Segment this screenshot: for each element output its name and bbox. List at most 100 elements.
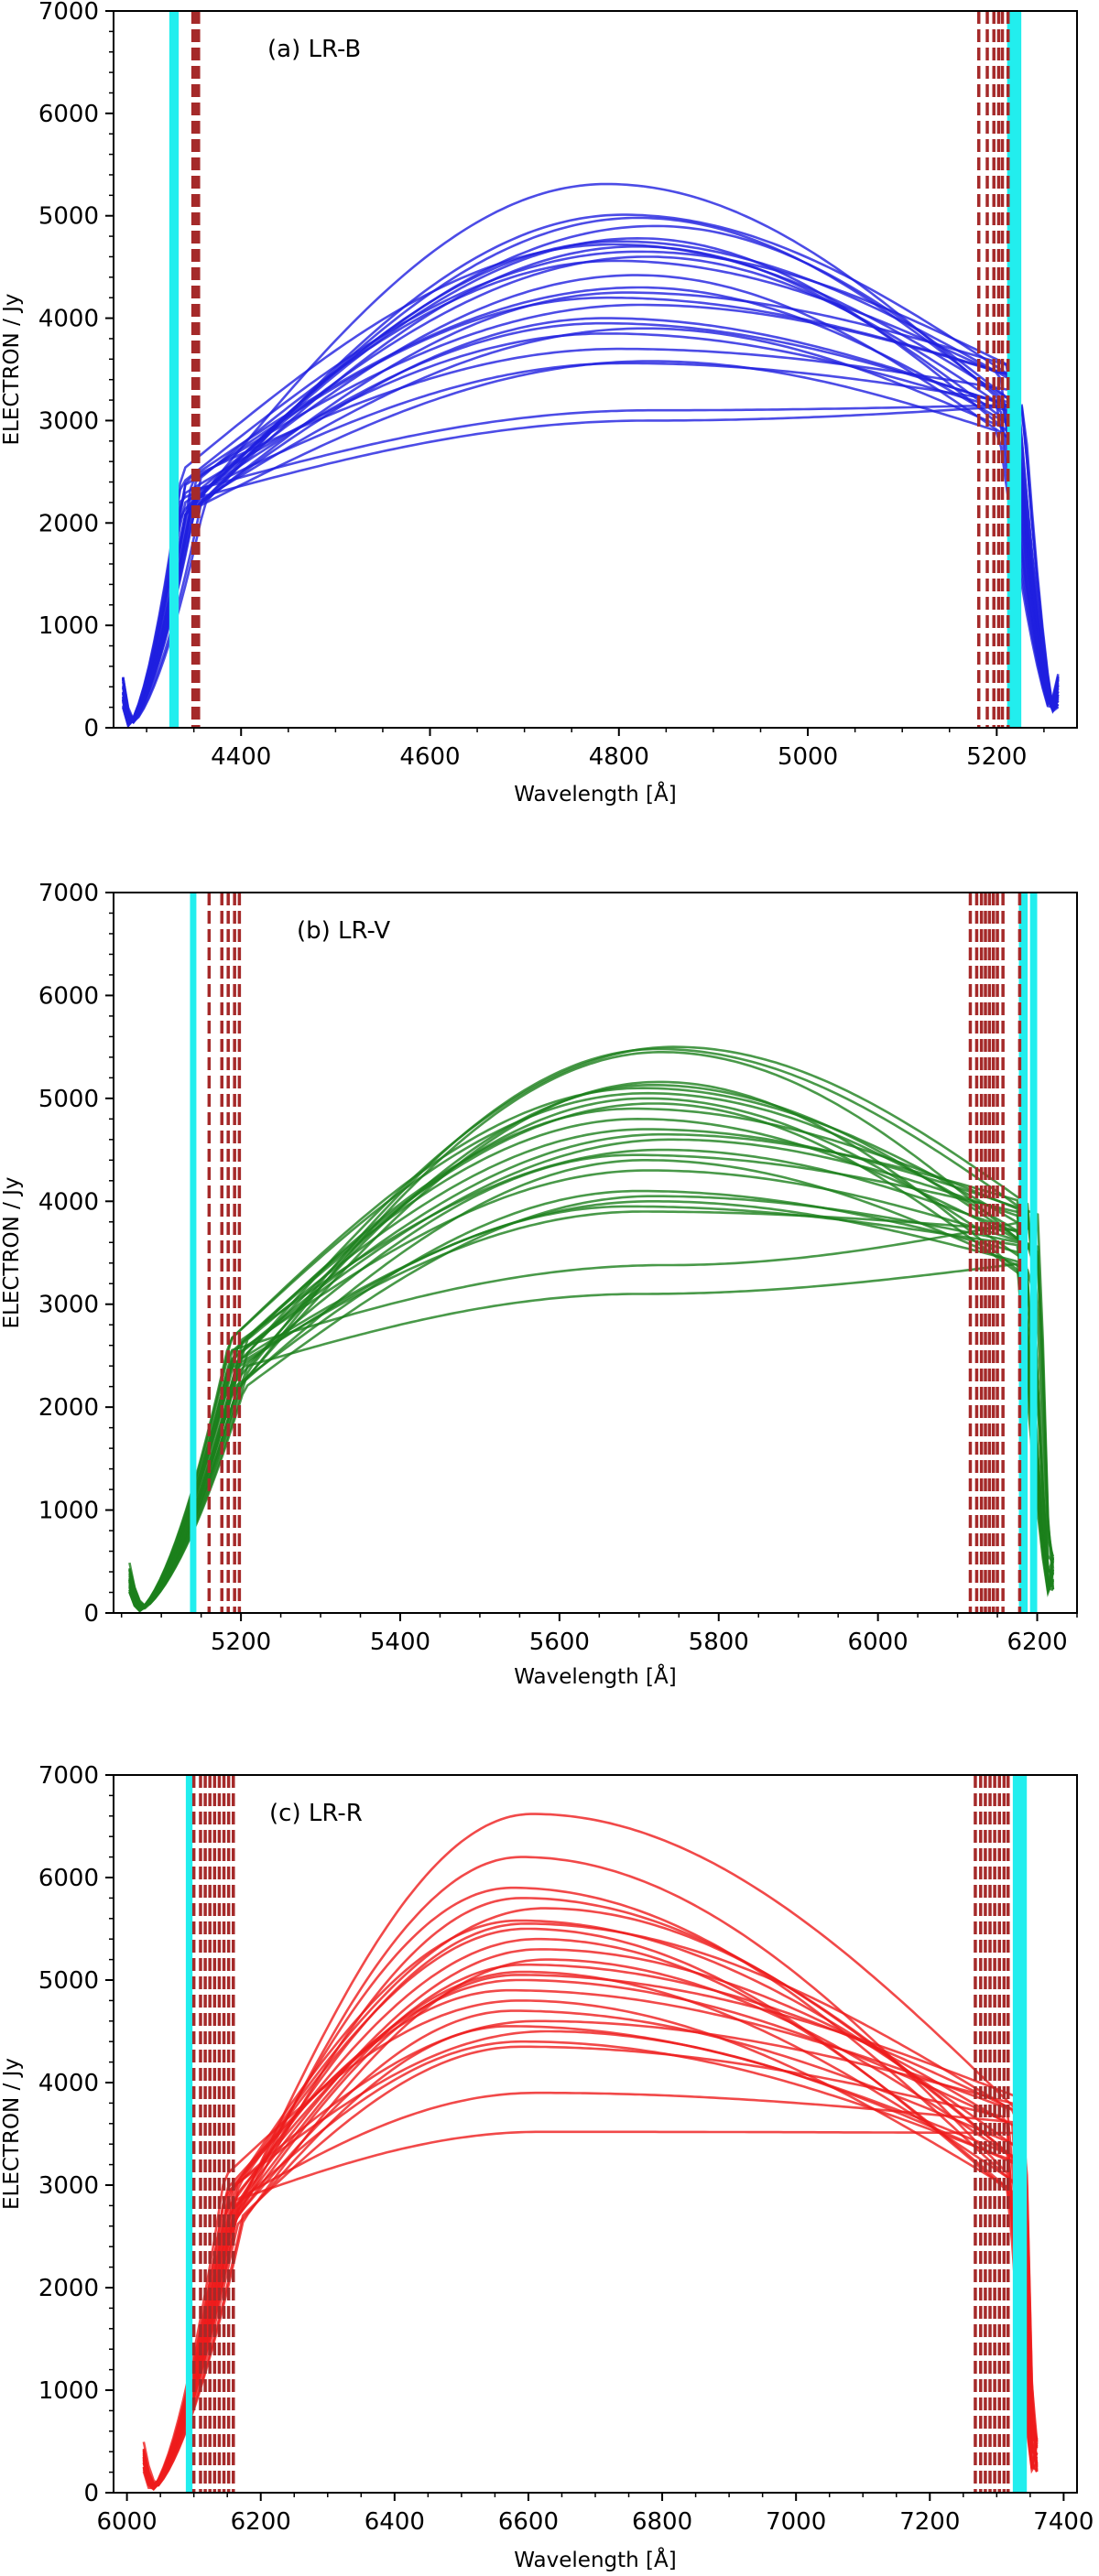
y-tick-label: 4000 — [38, 306, 99, 333]
y-tick-label: 0 — [83, 715, 99, 742]
spectrum-curve — [142, 1948, 1038, 2485]
y-tick-label: 7000 — [38, 0, 99, 26]
y-tick-label: 4000 — [38, 1188, 99, 1216]
x-tick-label: 5600 — [529, 1629, 590, 1656]
axes-frame — [113, 892, 1078, 1614]
axes-frame — [113, 10, 1078, 729]
plot-area — [142, 1775, 1039, 2493]
x-tick-label: 5400 — [370, 1629, 430, 1656]
spectrum-curve — [142, 1970, 1039, 2488]
spectrum-curve — [142, 1922, 1039, 2487]
spectrum-curve — [122, 303, 1060, 725]
y-tick-label: 2000 — [38, 2275, 99, 2302]
y-tick-label: 6000 — [38, 982, 99, 1010]
panel-lr-v: 0 1000 2000 3000 4000 5000 6000 7000 5200 5400 560… — [0, 880, 1078, 1689]
cyan-band — [185, 1775, 193, 2493]
y-tick-label: 6000 — [38, 1865, 99, 1892]
spectrum-curve — [142, 2029, 1039, 2491]
x-tick-label: 6000 — [848, 1629, 909, 1656]
y-tick-label: 4000 — [38, 2070, 99, 2097]
x-tick-label: 6000 — [97, 2508, 158, 2536]
spectrum-curve — [128, 1148, 1055, 1608]
x-tick-label: 5200 — [966, 743, 1027, 771]
spectrum-curve — [128, 1091, 1054, 1612]
spectrum-curve — [122, 360, 1060, 724]
y-tick-label: 2000 — [38, 1394, 99, 1422]
panel-label: (a) LR-B — [267, 36, 361, 63]
y-tick-label: 1000 — [38, 1498, 99, 1525]
y-tick-label: 6000 — [38, 101, 99, 128]
spectrum-curve — [122, 259, 1060, 722]
spectrum-curve — [142, 2019, 1038, 2489]
x-axis-title: Wavelength [Å] — [514, 2547, 676, 2572]
spectrum-curve — [128, 1047, 1054, 1607]
y-tick-label: 1000 — [38, 612, 99, 640]
spectrum-curve — [122, 347, 1060, 723]
spectrum-curve — [128, 1221, 1055, 1607]
spectrum-curve — [142, 1978, 1039, 2489]
plot-area — [122, 11, 1060, 728]
y-axis-title: ELECTRON / Jy — [0, 2058, 24, 2210]
y-tick-label: 3000 — [38, 1292, 99, 1319]
spectrum-curve — [122, 404, 1060, 724]
spectrum-curve — [128, 1045, 1055, 1608]
spectrum-curve — [122, 182, 1060, 724]
y-tick-label: 0 — [83, 1600, 99, 1628]
y-tick-label: 3000 — [38, 2172, 99, 2200]
spectrum-curve — [142, 2025, 1039, 2487]
spectrum-curve — [122, 286, 1060, 722]
spectrum-curve — [128, 1159, 1055, 1609]
cyan-band — [190, 893, 197, 1613]
cyan-band — [1012, 1775, 1028, 2493]
y-tick-label: 3000 — [38, 407, 99, 435]
spectrum-curve — [128, 1195, 1054, 1611]
x-tick-label: 7000 — [766, 2508, 826, 2536]
panel-lr-b: 0 1000 2000 3000 4000 5000 6000 7000 4400 4600 480… — [0, 0, 1078, 806]
y-tick-label: 7000 — [38, 1762, 99, 1790]
panel-label: (c) LR-R — [269, 1800, 363, 1827]
spectrum-curve — [142, 1897, 1039, 2490]
panel-label: (b) LR-V — [297, 917, 390, 945]
x-tick-label: 7200 — [899, 2508, 960, 2536]
spectrum-curve — [128, 1189, 1055, 1609]
spectra-curves — [142, 1813, 1039, 2492]
spectrum-curve — [122, 274, 1060, 725]
x-tick-label: 4400 — [211, 743, 271, 771]
x-tick-label: 4600 — [399, 743, 460, 771]
spectrum-curve — [142, 1963, 1039, 2491]
spectrum-curve — [128, 1117, 1055, 1610]
x-tick-label: 4800 — [589, 743, 649, 771]
x-tick-label: 5200 — [211, 1629, 271, 1656]
spectrum-curve — [122, 296, 1060, 723]
spectrum-curve — [122, 317, 1060, 722]
spectrum-curve — [122, 332, 1060, 728]
y-tick-label: 1000 — [38, 2377, 99, 2405]
spectrum-curve — [142, 2009, 1039, 2492]
spectrum-curve — [122, 362, 1060, 720]
plot-area — [128, 893, 1055, 1613]
spectrum-curve — [128, 1169, 1055, 1612]
y-tick-label: 5000 — [38, 203, 99, 231]
x-tick-label: 5000 — [778, 743, 838, 771]
panel-lr-r: 0 1000 2000 3000 4000 5000 6000 7000 6000 6200 640… — [0, 1762, 1094, 2572]
spectrum-curve — [122, 250, 1060, 724]
cyan-band — [1007, 11, 1022, 728]
cyan-band — [1018, 893, 1028, 1613]
x-tick-label: 6200 — [1007, 1629, 1067, 1656]
x-tick-label: 6800 — [632, 2508, 692, 2536]
cyan-band — [1029, 893, 1038, 1613]
spectrum-curve — [122, 404, 1060, 724]
y-tick-label: 5000 — [38, 1967, 99, 1995]
spectrum-curve — [142, 1813, 1039, 2486]
spectrum-curve — [128, 1087, 1054, 1608]
x-tick-label: 6600 — [498, 2508, 559, 2536]
spectrum-curve — [142, 1974, 1039, 2488]
x-tick-label: 6200 — [231, 2508, 291, 2536]
y-tick-label: 0 — [83, 2480, 99, 2507]
spectrum-curve — [142, 1988, 1039, 2487]
y-tick-label: 5000 — [38, 1086, 99, 1113]
spectrum-curve — [122, 291, 1060, 723]
spectra-curves — [128, 1045, 1055, 1613]
spectrum-curve — [122, 255, 1060, 723]
